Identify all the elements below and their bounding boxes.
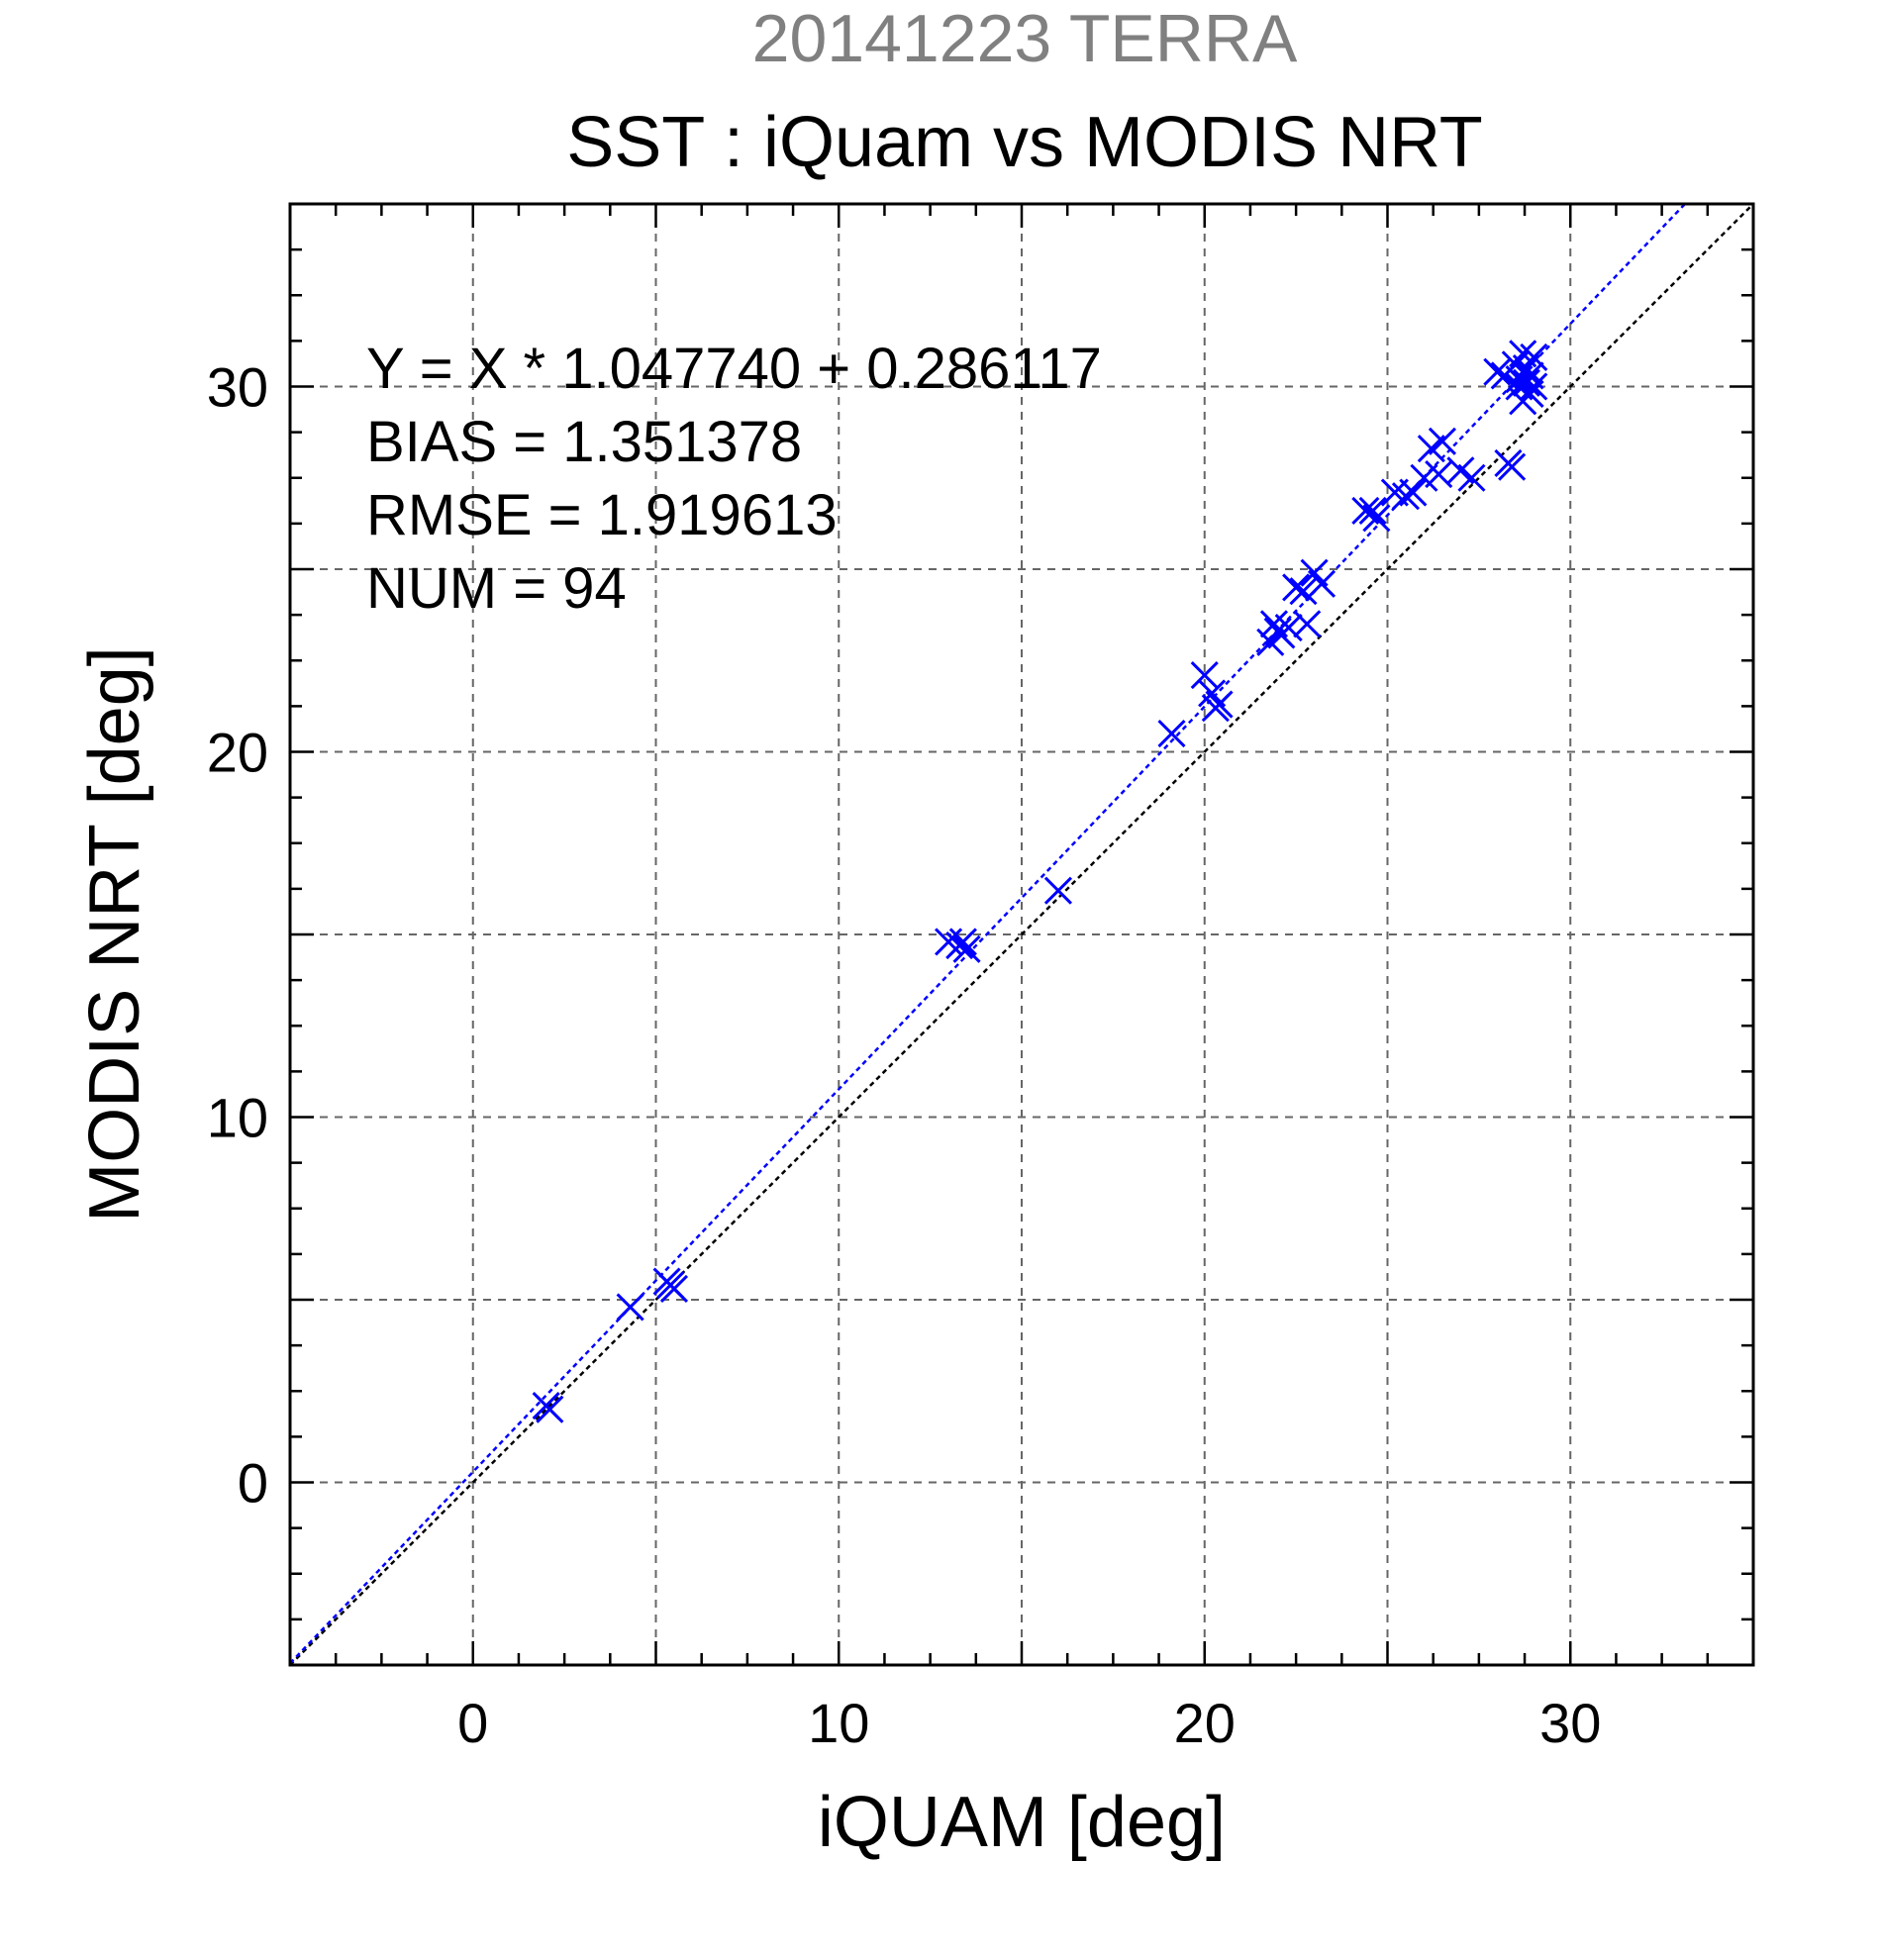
data-point-stroke: [536, 1395, 564, 1423]
chart-subtitle: 20141223 TERRA: [752, 1, 1298, 76]
data-point-stroke: [935, 928, 963, 956]
data-point-stroke: [1457, 463, 1486, 492]
data-point-stroke: [1505, 372, 1534, 401]
data-point-stroke: [1043, 876, 1073, 905]
data-point: [1274, 613, 1303, 642]
y-tick-label: 10: [207, 1087, 268, 1149]
data-point: [1201, 694, 1230, 723]
data-point-stroke: [1425, 459, 1453, 489]
data-point-stroke: [1512, 368, 1540, 397]
data-point-stroke: [1201, 694, 1230, 723]
x-tick-label: 30: [1539, 1692, 1601, 1754]
y-tick-label: 30: [207, 356, 268, 419]
data-point-stroke: [1259, 610, 1289, 638]
data-point: [1289, 577, 1318, 606]
data-point-stroke: [1300, 558, 1329, 587]
fit-line: [289, 203, 1686, 1665]
data-point-stroke: [1198, 679, 1227, 708]
y-tick-label: 20: [207, 722, 268, 784]
y-axis-label: MODIS NRT [deg]: [75, 646, 154, 1223]
data-point: [536, 1395, 564, 1423]
data-point-stroke: [1293, 610, 1322, 638]
data-point: [1293, 610, 1322, 638]
bias-value: BIAS = 1.351378: [366, 410, 802, 474]
data-point-stroke: [656, 1271, 685, 1300]
data-point-stroke: [948, 928, 977, 956]
x-axis-label: iQUAM [deg]: [818, 1783, 1226, 1862]
data-point-stroke: [1446, 456, 1475, 485]
data-point: [1498, 452, 1527, 481]
data-point-stroke: [1428, 427, 1456, 455]
data-point: [1157, 719, 1186, 748]
data-point-stroke: [1307, 569, 1336, 598]
x-tick-label: 0: [457, 1692, 488, 1754]
data-point-stroke: [1509, 340, 1537, 368]
data-point-stroke: [1358, 496, 1387, 526]
plot-frame: [288, 202, 1755, 1667]
data-point: [1428, 427, 1456, 455]
data-point: [1512, 368, 1540, 397]
x-tick-label: 20: [1174, 1692, 1236, 1754]
rmse-value: RMSE = 1.919613: [366, 483, 838, 547]
data-point: [1520, 343, 1548, 372]
data-point: [1520, 372, 1548, 401]
fit-equation: Y = X * 1.047740 + 0.286117: [366, 337, 1102, 401]
data-point-stroke: [1190, 660, 1219, 690]
data-point: [952, 934, 981, 963]
data-point-stroke: [1520, 343, 1548, 372]
data-point-stroke: [952, 934, 981, 963]
data-point: [1307, 569, 1336, 598]
data-point: [1483, 357, 1512, 386]
data-point-stroke: [1483, 357, 1512, 386]
y-tick-label: 0: [238, 1452, 268, 1515]
data-point: [616, 1293, 644, 1322]
stats-box: Y = X * 1.047740 + 0.286117 BIAS = 1.351…: [366, 337, 1102, 621]
data-point-stroke: [1498, 452, 1527, 481]
data-point: [1358, 496, 1387, 526]
data-points: [532, 340, 1548, 1423]
data-point-stroke: [616, 1293, 644, 1322]
data-point: [1362, 504, 1391, 533]
data-point: [948, 928, 977, 956]
num-value: NUM = 94: [366, 556, 627, 621]
data-point: [1190, 660, 1219, 690]
reference-lines: [289, 203, 1754, 1666]
data-point: [1457, 463, 1486, 492]
data-point: [656, 1271, 685, 1300]
data-point-stroke: [1157, 719, 1186, 748]
axis-ticks: [288, 202, 1755, 1667]
data-point-stroke: [1351, 496, 1380, 526]
data-point: [1505, 372, 1534, 401]
x-tick-label: 10: [808, 1692, 869, 1754]
data-point-stroke: [1520, 372, 1548, 401]
data-point-stroke: [1399, 478, 1428, 507]
data-point: [1282, 573, 1311, 602]
data-point-stroke: [1289, 577, 1318, 606]
data-point-stroke: [1362, 504, 1391, 533]
data-point-stroke: [1274, 613, 1303, 642]
data-point: [935, 928, 963, 956]
one-to-one-line: [289, 203, 1754, 1666]
tick-labels: 0 10 20 30 0 10 20 30: [207, 356, 1602, 1755]
data-point: [1399, 478, 1428, 507]
data-point-stroke: [1282, 573, 1311, 602]
data-point: [1043, 876, 1073, 905]
chart-title: SST : iQuam vs MODIS NRT: [566, 103, 1483, 182]
